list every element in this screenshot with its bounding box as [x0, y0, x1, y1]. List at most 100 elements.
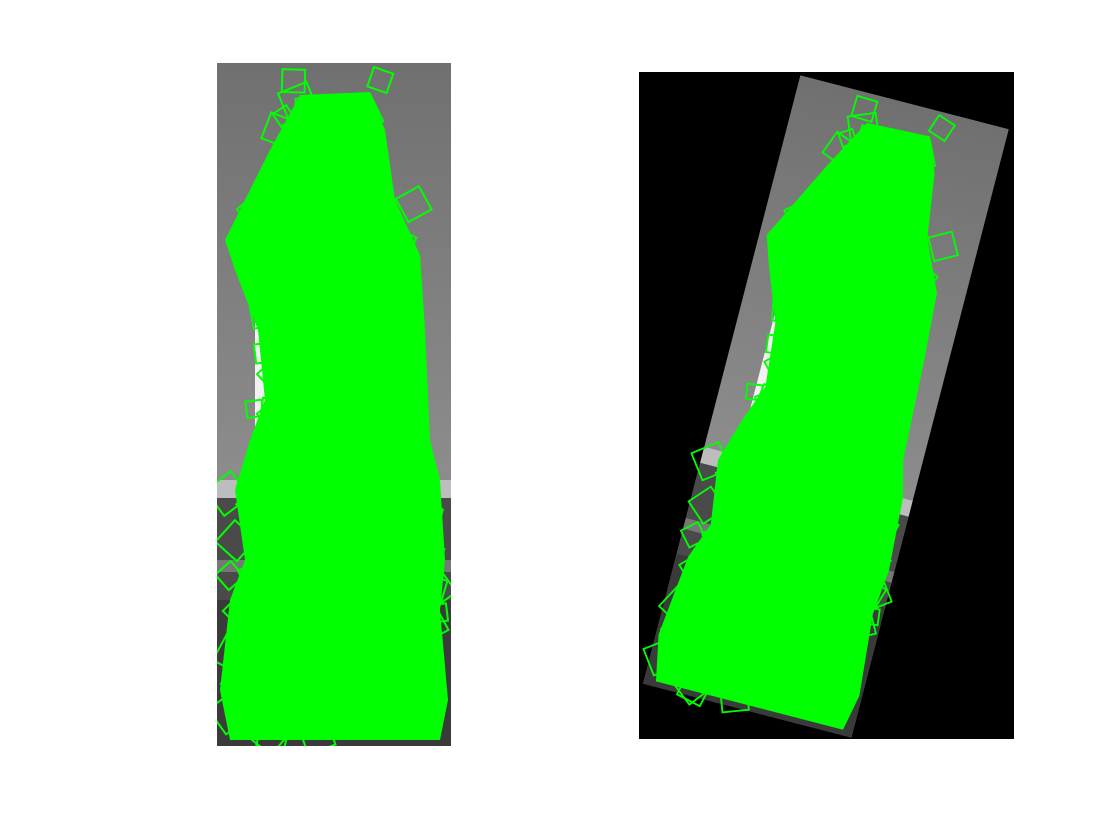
feature-box: [331, 122, 367, 158]
feature-box: [816, 179, 851, 215]
feature-box: [882, 350, 921, 389]
feature-box: [873, 178, 890, 195]
feature-box: [822, 575, 847, 600]
feature-box: [847, 543, 893, 588]
feature-box: [297, 716, 337, 746]
feature-box: [773, 441, 804, 472]
feature-box: [405, 549, 429, 573]
feature-box: [378, 693, 422, 737]
feature-box: [718, 682, 750, 714]
feature-box: [397, 467, 422, 492]
feature-box: [299, 408, 350, 459]
feature-box: [319, 434, 352, 466]
feature-box: [342, 93, 385, 136]
feature-box: [732, 492, 775, 534]
feature-box: [700, 527, 727, 553]
feature-box: [378, 529, 409, 559]
feature-box: [366, 693, 390, 717]
feature-box: [366, 65, 395, 95]
feature-box: [247, 544, 269, 566]
feature-box: [750, 666, 780, 696]
feature-box: [743, 580, 779, 615]
feature-box: [794, 679, 832, 718]
feature-box: [800, 344, 819, 363]
feature-box: [657, 644, 680, 668]
feature-box: [361, 466, 411, 517]
feature-box: [800, 431, 833, 464]
feature-box: [789, 408, 833, 452]
feature-box: [408, 524, 435, 550]
feature-box: [683, 588, 723, 628]
feature-box: [264, 444, 289, 469]
feature-box: [851, 290, 885, 324]
feature-box: [302, 570, 331, 600]
feature-box: [678, 547, 724, 594]
feature-box: [329, 542, 360, 573]
feature-box: [846, 455, 875, 484]
feature-box: [267, 698, 308, 739]
feature-box: [282, 192, 322, 231]
feature-overlay: [217, 65, 451, 746]
feature-box: [276, 80, 320, 124]
feature-box: [371, 221, 418, 268]
feature-box: [275, 542, 321, 588]
feature-box: [255, 353, 299, 397]
feature-box: [331, 268, 371, 309]
feature-box: [405, 593, 429, 616]
feature-box: [295, 600, 340, 646]
feature-box: [807, 462, 840, 495]
feature-box: [221, 585, 273, 637]
feature-box: [687, 485, 727, 525]
feature-box: [770, 475, 807, 513]
feature-box: [679, 520, 708, 549]
feature-box: [292, 128, 333, 169]
feature-box: [224, 698, 249, 722]
feature-box: [806, 665, 855, 714]
feature-box: [704, 563, 724, 582]
feature-box: [776, 545, 813, 582]
feature-box: [814, 649, 841, 676]
feature-box: [376, 577, 408, 609]
feature-box: [217, 518, 258, 563]
left-image: [217, 63, 451, 746]
feature-box: [411, 547, 432, 568]
feature-box: [261, 648, 290, 677]
feature-box: [287, 370, 313, 396]
feature-box: [297, 156, 332, 191]
feature-box: [390, 676, 440, 726]
feature-box: [299, 487, 339, 527]
feature-box: [904, 170, 934, 199]
feature-box: [757, 551, 781, 575]
feature-box: [265, 514, 309, 558]
feature-box: [413, 566, 451, 611]
feature-box: [248, 714, 291, 746]
feature-box: [763, 627, 792, 656]
feature-box: [830, 474, 874, 518]
feature-box: [321, 556, 365, 600]
feature-box: [385, 603, 420, 639]
feature-box: [862, 402, 901, 441]
feature-box: [262, 322, 300, 360]
feature-box: [927, 230, 959, 263]
feature-box: [778, 651, 816, 688]
feature-box: [234, 486, 273, 525]
feature-box: [292, 451, 325, 484]
feature-box: [236, 626, 284, 674]
feature-box: [902, 138, 937, 173]
feature-box: [809, 208, 850, 250]
feature-box: [217, 559, 246, 592]
feature-box: [805, 250, 831, 276]
feature-box: [863, 478, 889, 504]
feature-box: [774, 318, 812, 357]
feature-box: [690, 440, 731, 482]
feature-box: [363, 366, 410, 412]
feature-box: [369, 443, 405, 480]
feature-box: [266, 225, 308, 267]
feature-box: [250, 598, 274, 622]
feature-box: [804, 654, 837, 688]
feature-box: [770, 299, 795, 323]
feature-box: [786, 399, 822, 435]
feature-box: [789, 368, 811, 391]
feature-box: [690, 653, 735, 698]
